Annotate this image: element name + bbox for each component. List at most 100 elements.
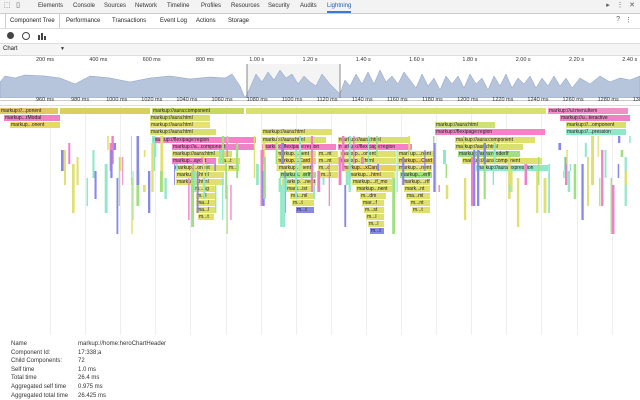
flame-block[interactable]: markup://flexipage:region [338, 144, 412, 150]
flame-block[interactable]: ma...l [196, 207, 216, 213]
flame-block[interactable]: mark...nt [404, 186, 430, 192]
flame-block[interactable]: markup://...omponent [566, 122, 626, 128]
flame-block[interactable]: ma...ml [290, 193, 314, 199]
flame-chart[interactable]: 960 ms 980 ms 1000 ms 1020 ms 1040 ms 1060 ms… [0, 96, 640, 336]
record-icon[interactable] [7, 32, 14, 39]
flame-block[interactable]: markup...rModal [4, 115, 60, 121]
device-mode-icon[interactable]: ▯ [16, 2, 20, 9]
flame-block[interactable]: markup...ayout [172, 158, 216, 164]
flame-block[interactable]: m...t [292, 200, 314, 206]
flame-block[interactable]: markup://aura:html [172, 151, 232, 157]
thin-bar [203, 178, 206, 199]
flame-block[interactable]: markup://aura:html [150, 122, 210, 128]
flame-block[interactable]: m...t [296, 207, 314, 213]
thin-bar [151, 143, 154, 192]
flame-tick-label: 1120 ms [316, 97, 338, 103]
tab-console[interactable]: Console [73, 3, 96, 9]
flame-block[interactable]: markup://aura:html [150, 129, 216, 135]
settings-icon[interactable]: ⋮ [616, 2, 624, 9]
flame-block[interactable]: m...l [228, 165, 238, 171]
menu-icon[interactable]: ⋮ [625, 17, 632, 24]
detail-label: Component Id: [11, 349, 51, 356]
flame-block[interactable]: m...st [364, 207, 384, 213]
flame-block[interactable]: mar...f [362, 200, 384, 206]
flame-block[interactable]: markup://aura:html [150, 115, 210, 121]
flame-block[interactable] [60, 108, 150, 114]
flame-block[interactable]: markup://ui:menuItem [548, 108, 628, 114]
flame-block[interactable] [246, 108, 546, 114]
flame-block[interactable]: ma...t [218, 158, 240, 164]
flame-block[interactable]: m...l [368, 221, 384, 227]
tab-security[interactable]: Security [268, 3, 290, 9]
flame-block[interactable]: markup://aura:html [262, 137, 326, 143]
tab-elements[interactable]: Elements [38, 3, 64, 9]
flame-tick-label: 1060 ms [211, 97, 233, 103]
thin-bar [160, 171, 163, 192]
flame-block[interactable]: markup://aura:html [338, 137, 410, 143]
view-selector[interactable]: Chart [3, 46, 18, 52]
flame-block[interactable]: markup://aura:html [262, 129, 332, 135]
thin-bar [618, 136, 621, 143]
flame-block[interactable]: m...t [412, 207, 430, 213]
flame-block[interactable]: markup://flexipage:region [152, 137, 256, 143]
flame-block[interactable]: markup....nent [398, 165, 432, 171]
flame-block[interactable]: markup://...pression [566, 129, 626, 135]
tab-network[interactable]: Network [135, 3, 158, 9]
tab-lightning[interactable]: Lightning [327, 0, 352, 13]
flame-block[interactable]: m...l [366, 214, 384, 220]
subtab-actions[interactable]: Actions [196, 18, 216, 24]
flame-block[interactable]: ma...l [196, 200, 216, 206]
flame-block[interactable]: m...d [318, 165, 338, 171]
flame-block[interactable]: markup://aura:html [455, 144, 523, 150]
flame-block[interactable]: markup....onent [174, 165, 226, 171]
flame-block[interactable]: m...dm [360, 193, 386, 199]
tab-profiles[interactable]: Profiles [201, 3, 222, 9]
flame-block[interactable]: m...l [196, 193, 216, 199]
flame-block[interactable]: m...t [370, 228, 384, 234]
subtab-component-tree[interactable]: Component Tree [5, 14, 60, 28]
flame-block[interactable]: markup....nent [398, 151, 434, 157]
subtab-event-log[interactable]: Event Log [160, 18, 188, 24]
flame-block[interactable]: markup....if_mo [352, 179, 392, 185]
flame-block[interactable]: m...nt [410, 200, 430, 206]
tab-resources[interactable]: Resources [231, 3, 260, 9]
flame-block[interactable]: m...nt [318, 151, 338, 157]
flame-block[interactable]: m...t [198, 214, 214, 220]
flame-block[interactable]: markup...onent [10, 122, 60, 128]
flame-block[interactable]: markup://flexipage:region [435, 129, 545, 135]
console-drawer-icon[interactable]: ▸ [606, 2, 610, 9]
help-icon[interactable]: ? [616, 16, 620, 23]
chevron-down-icon[interactable]: ▼ [60, 46, 65, 52]
clear-icon[interactable] [22, 32, 30, 40]
flame-block[interactable]: markup://...ponent [0, 108, 58, 114]
flame-block[interactable]: markup....rIf [402, 179, 430, 185]
flame-block[interactable]: ma...ml [406, 193, 430, 199]
flame-block[interactable]: markup://u...teractive [560, 115, 630, 121]
tab-timeline[interactable]: Timeline [167, 3, 190, 9]
flame-block[interactable]: markup....html [348, 172, 394, 178]
subtab-storage[interactable]: Storage [228, 18, 250, 24]
close-icon[interactable]: ✕ [629, 2, 635, 9]
flame-block[interactable]: markup....nent [282, 179, 316, 185]
thin-bar [548, 164, 550, 213]
tab-sources[interactable]: Sources [104, 3, 127, 9]
flame-block[interactable]: markup....xCard [342, 165, 396, 171]
inspect-element-icon[interactable]: ⬚ [3, 2, 11, 9]
flame-block[interactable]: markup....erIf [400, 172, 432, 178]
flame-block[interactable]: markup://aura:expression [476, 165, 548, 171]
timeline-overview[interactable]: 200 ms 400 ms 600 ms 800 ms 1.00 s 1.20 s 1.40… [0, 56, 640, 101]
tab-audits[interactable]: Audits [300, 3, 317, 9]
thin-bar [342, 136, 345, 171]
flame-block[interactable]: markup...nent [356, 186, 392, 192]
flame-block[interactable]: m...nt [318, 158, 338, 164]
flame-block[interactable]: markup://aura:html [435, 122, 495, 128]
flame-block[interactable]: markup://aura:component [455, 137, 535, 143]
flame-block[interactable]: markup://a...component [172, 144, 254, 150]
flame-block[interactable]: markup://aura:component [152, 108, 244, 114]
flame-block[interactable]: mark...ist [286, 186, 314, 192]
bar-chart-icon[interactable] [38, 32, 47, 40]
flame-block[interactable]: markup://aura:component [462, 158, 542, 164]
subtab-performance[interactable]: Performance [66, 18, 101, 24]
flame-block[interactable]: markup....Card [398, 158, 434, 164]
subtab-transactions[interactable]: Transactions [112, 18, 147, 24]
